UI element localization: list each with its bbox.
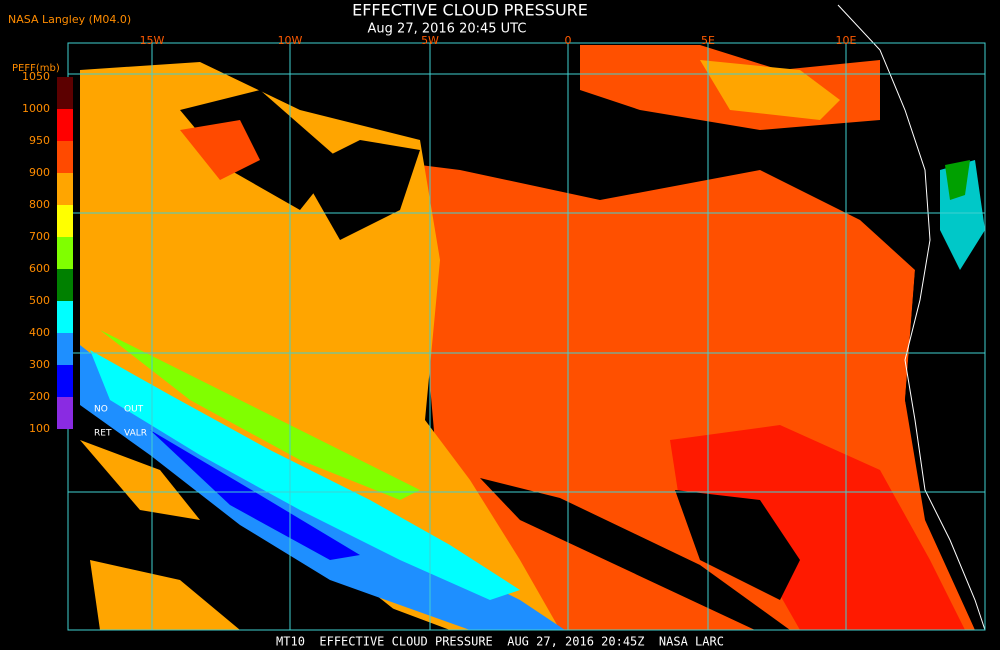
no-data-label: VALR: [124, 429, 147, 439]
legend-swatch: [57, 333, 73, 365]
legend-swatch: [57, 141, 73, 173]
legend-swatch: [57, 269, 73, 301]
mid-cloud-patch: [90, 560, 240, 630]
mid-cloud-area: [700, 60, 840, 120]
longitude-label: 5W: [421, 34, 439, 47]
no-data-label: RET: [94, 429, 112, 439]
legend-tick-label: 700: [29, 230, 50, 243]
graticule: [67, 42, 986, 631]
legend-swatch: [57, 109, 73, 141]
legend-tick-label: 1000: [22, 102, 50, 115]
low-cloud-area: [180, 120, 260, 180]
legend-tick-label: 200: [29, 390, 50, 403]
legend-tick-label: 600: [29, 262, 50, 275]
clear-area: [300, 140, 420, 240]
footer: MT10 EFFECTIVE CLOUD PRESSURE AUG 27, 20…: [276, 635, 724, 649]
legend-tick-label: 900: [29, 166, 50, 179]
legend-swatch: [57, 237, 73, 269]
high-cloud-band: [100, 330, 420, 500]
legend-swatch: [57, 77, 73, 109]
legend-swatch: [57, 365, 73, 397]
legend-tick-label: 1050: [22, 70, 50, 83]
legend-tick-label: 300: [29, 358, 50, 371]
high-cloud-band: [90, 350, 520, 600]
subtitle: Aug 27, 2016 20:45 UTC: [368, 22, 527, 37]
high-cloud-band: [80, 345, 565, 630]
no-data-label: NO: [94, 405, 108, 415]
longitude-label: 5E: [701, 34, 715, 47]
coastline: [837, 4, 986, 631]
satellite-imagery: [68, 4, 986, 631]
legend-title: PEFF(mb): [12, 63, 60, 74]
clear-area: [675, 490, 800, 600]
no-data-label: OUT: [124, 405, 144, 415]
legend-swatch: [57, 301, 73, 333]
mid-level-patch: [945, 160, 970, 200]
high-pressure-area: [670, 425, 965, 630]
clear-streak: [480, 478, 790, 630]
high-cloud-band: [150, 430, 360, 560]
legend-swatch: [57, 397, 73, 429]
longitude-label: 0: [565, 34, 572, 47]
legend-tick-label: 950: [29, 134, 50, 147]
longitude-label: 10E: [836, 34, 857, 47]
title: EFFECTIVE CLOUD PRESSURE: [352, 1, 588, 20]
clear-area: [180, 90, 340, 210]
legend-tick-label: 400: [29, 326, 50, 339]
legend-swatch: [57, 173, 73, 205]
mid-cloud-patch: [80, 440, 200, 520]
clear-area: [68, 400, 450, 630]
legend-swatch: [57, 205, 73, 237]
source-label: NASA Langley (M04.0): [8, 13, 131, 26]
legend-tick-label: 100: [29, 422, 50, 435]
longitude-label: 10W: [278, 34, 303, 47]
mid-cloud-area: [80, 62, 560, 630]
legend-tick-label: 800: [29, 198, 50, 211]
longitude-label: 15W: [140, 34, 165, 47]
legend-tick-label: 500: [29, 294, 50, 307]
